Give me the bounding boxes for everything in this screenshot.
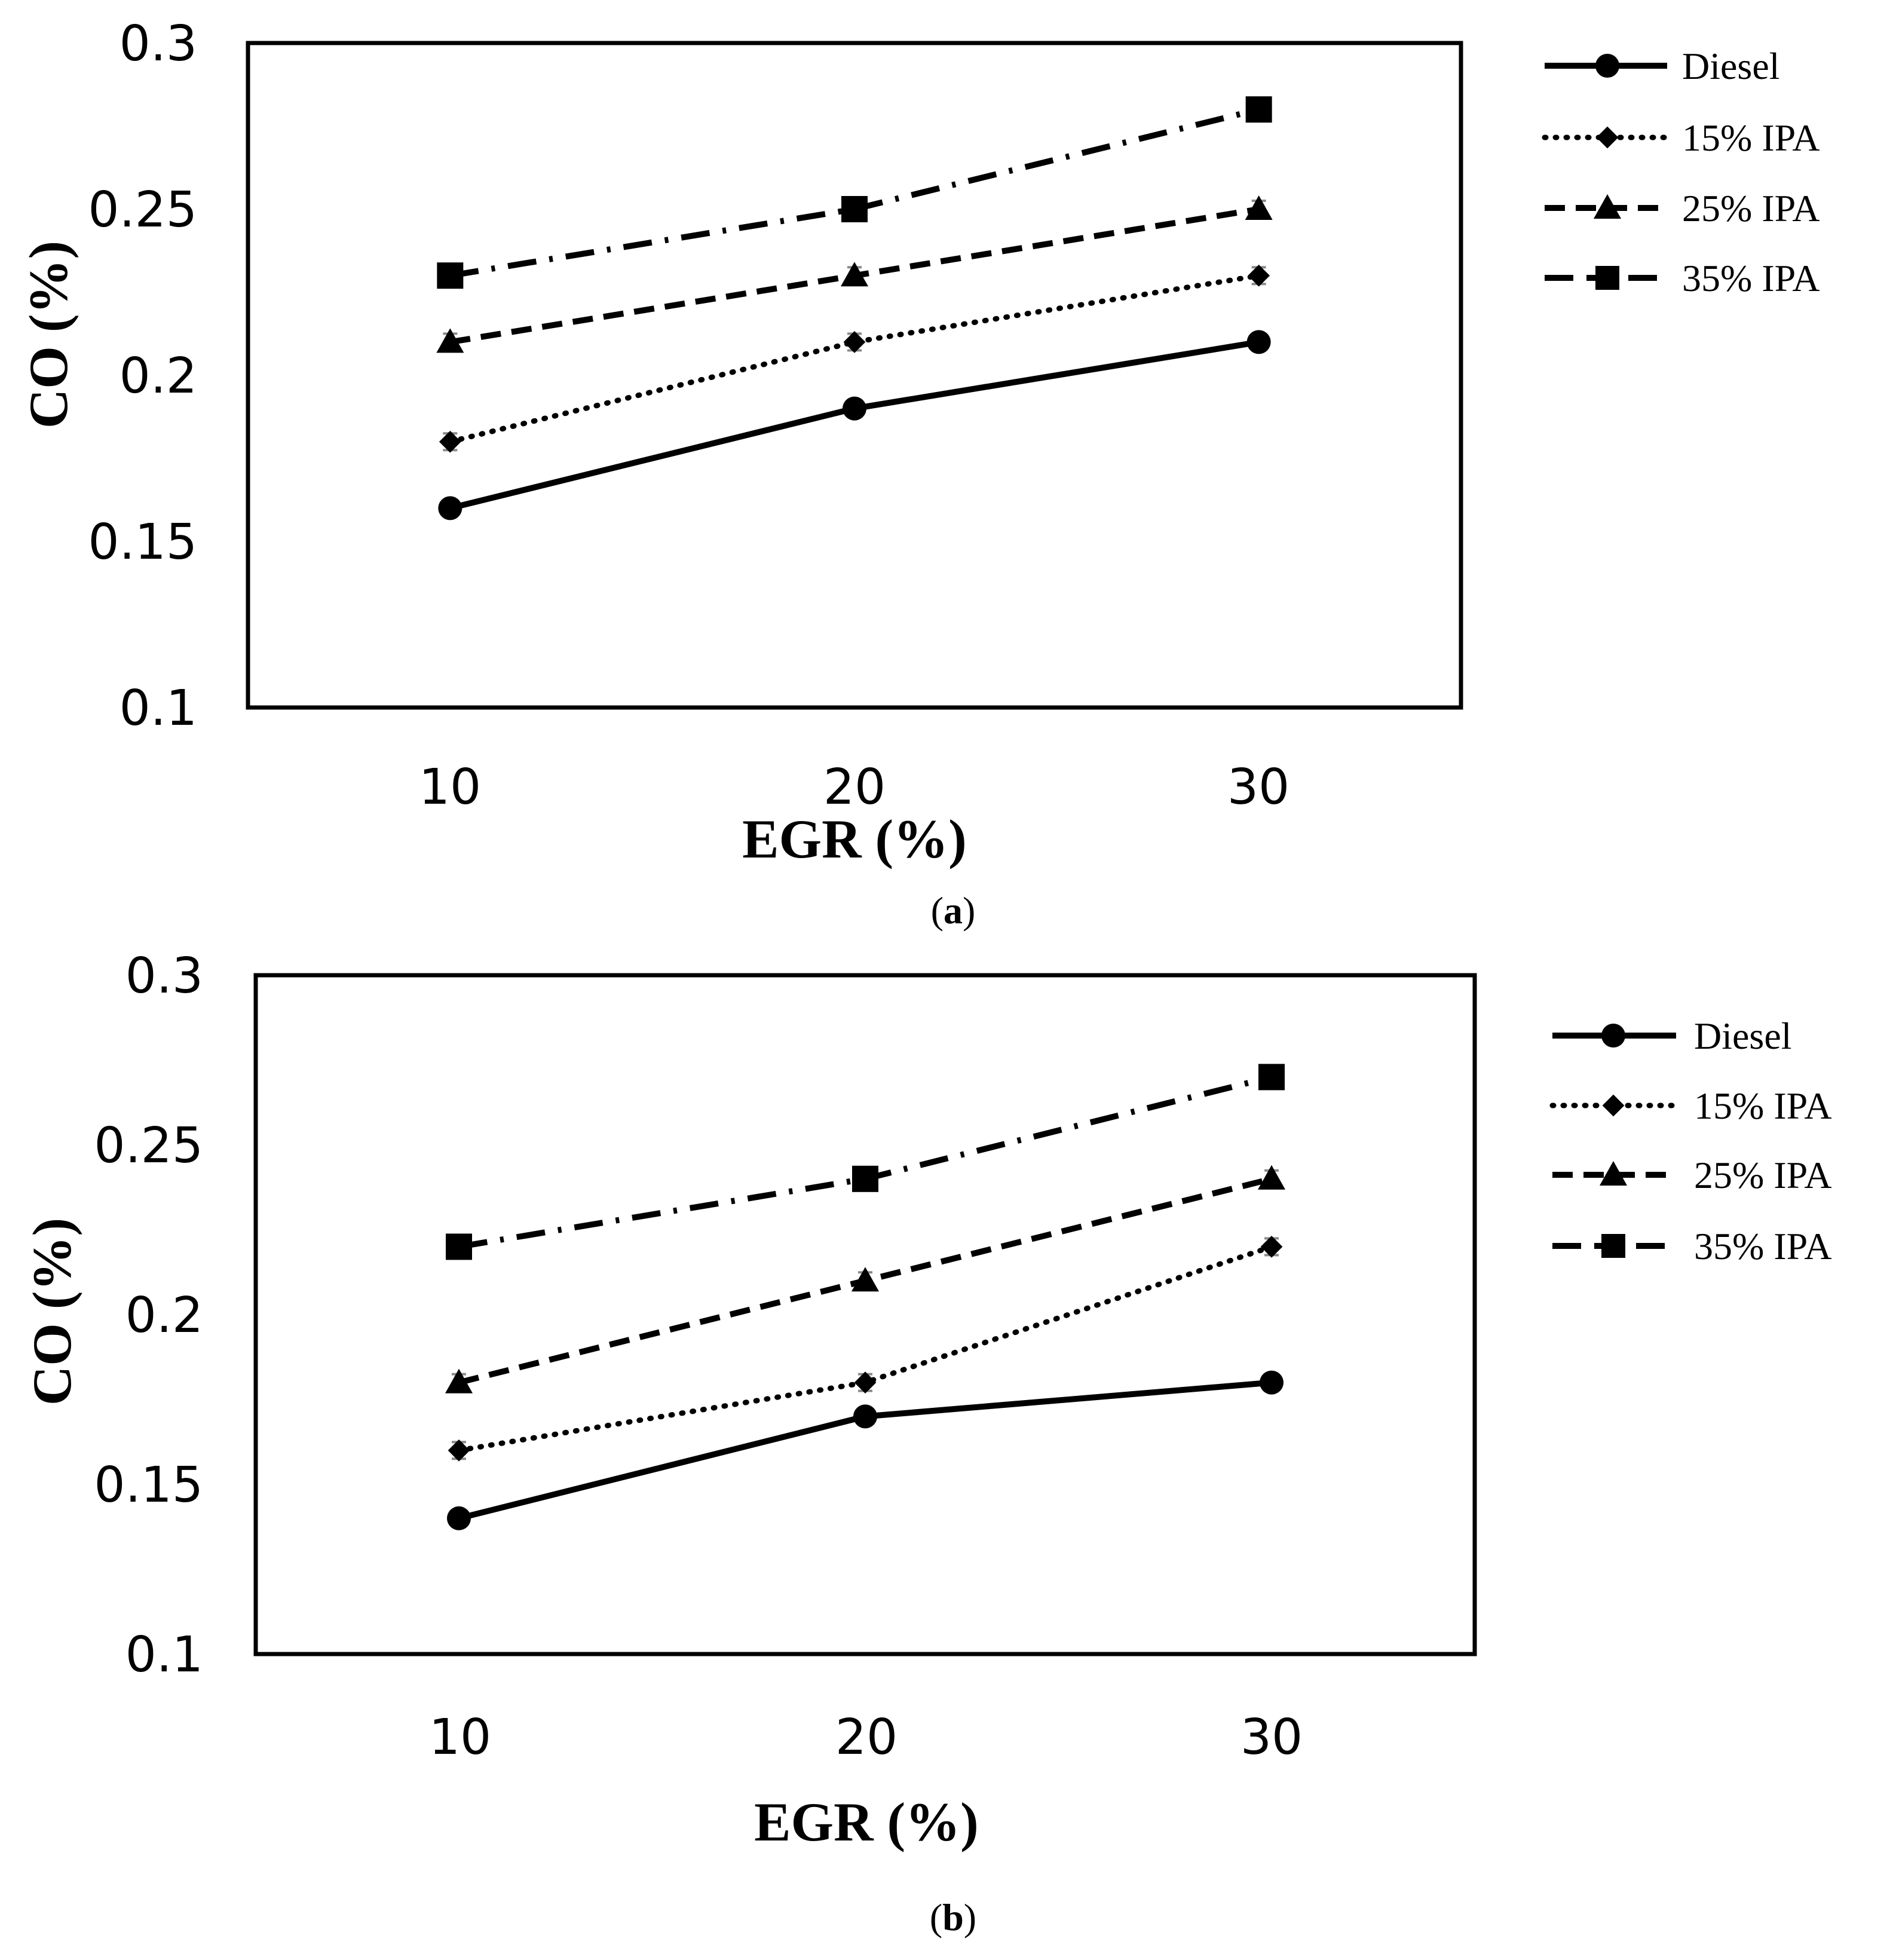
legend-label: Diesel <box>1682 45 1780 87</box>
data-point-triangle <box>436 328 464 353</box>
x-axis-title: EGR (%) <box>754 1791 979 1852</box>
y-tick-label: 0.1 <box>120 680 197 737</box>
y-axis-ticks: 0.1 0.15 0.2 0.25 0.3 <box>94 948 203 1683</box>
x-tick-label: 10 <box>419 759 481 816</box>
y-axis-title: CO (%) <box>22 1218 82 1405</box>
data-point-square <box>1258 1064 1285 1091</box>
legend-label: Diesel <box>1694 1015 1792 1057</box>
legend-marker-circle <box>1595 54 1619 78</box>
data-point-diamond <box>843 331 866 353</box>
data-point-triangle <box>1245 195 1273 220</box>
data-point-square <box>437 262 464 289</box>
legend-label: 15% IPA <box>1682 117 1820 159</box>
chart-panel-b: 0.1 0.15 0.2 0.25 0.3 10 20 30 EGR (%) C… <box>22 948 1832 1938</box>
series-line <box>449 106 1260 279</box>
y-tick-label: 0.2 <box>120 348 197 405</box>
y-tick-label: 0.15 <box>94 1457 203 1514</box>
series-15-ipa <box>439 264 1270 453</box>
data-point-diamond <box>1248 264 1270 287</box>
plot-frame <box>253 973 1477 1656</box>
x-tick-label: 30 <box>1227 759 1289 816</box>
series-layer <box>445 1064 1285 1530</box>
series-25-ipa <box>445 1165 1285 1394</box>
x-tick-label: 30 <box>1240 1709 1303 1766</box>
legend-item-15-ipa: 15% IPA <box>1542 117 1820 159</box>
data-point-circle <box>1246 330 1271 354</box>
data-point-diamond <box>448 1439 470 1462</box>
series-layer <box>436 96 1273 520</box>
legend-item-25-ipa: 25% IPA <box>1552 1154 1832 1196</box>
series-35-ipa <box>446 1064 1285 1260</box>
legend-item-diesel: Diesel <box>1545 45 1780 87</box>
data-point-square <box>841 196 868 222</box>
y-tick-label: 0.2 <box>125 1287 203 1344</box>
legend: Diesel 15% IPA 25% IPA 35% IPA <box>1549 1015 1832 1267</box>
legend: Diesel 15% IPA 25% IPA 35% IPA <box>1542 45 1820 299</box>
y-tick-label: 0.25 <box>94 1117 203 1174</box>
chart-panel-a: 0.1 0.15 0.2 0.25 0.3 10 20 30 EGR (%) C… <box>18 16 1820 932</box>
data-point-triangle <box>1258 1165 1285 1190</box>
legend-label: 25% IPA <box>1682 187 1820 229</box>
plot-frame <box>246 41 1463 710</box>
legend-label: 35% IPA <box>1682 257 1820 299</box>
panel-caption: (b) <box>930 1896 976 1938</box>
series-line <box>447 272 1262 445</box>
y-axis-ticks: 0.1 0.15 0.2 0.25 0.3 <box>88 16 197 737</box>
y-tick-label: 0.25 <box>88 182 197 238</box>
data-point-circle <box>853 1404 877 1429</box>
legend-marker-triangle <box>1594 194 1621 219</box>
data-point-circle <box>843 396 866 421</box>
legend-label: 25% IPA <box>1694 1154 1832 1196</box>
legend-marker-circle <box>1601 1024 1625 1048</box>
legend-item-25-ipa: 25% IPA <box>1545 187 1820 229</box>
x-axis-ticks: 10 20 30 <box>419 759 1289 816</box>
data-point-circle <box>1260 1370 1284 1395</box>
legend-label: 15% IPA <box>1694 1085 1832 1127</box>
series-diesel <box>438 330 1271 520</box>
y-axis-title: CO (%) <box>18 241 79 428</box>
legend-label: 35% IPA <box>1694 1225 1832 1267</box>
series-line <box>458 1074 1273 1250</box>
series-35-ipa <box>437 96 1272 289</box>
data-point-triangle <box>851 1267 879 1292</box>
legend-item-15-ipa: 15% IPA <box>1549 1085 1832 1127</box>
legend-marker-square <box>1601 1234 1625 1258</box>
panel-caption: (a) <box>931 889 976 932</box>
legend-marker-diamond <box>1602 1094 1625 1117</box>
data-point-circle <box>438 496 462 520</box>
legend-item-diesel: Diesel <box>1552 1015 1792 1057</box>
series-line <box>458 1379 1272 1521</box>
legend-marker-triangle <box>1600 1161 1627 1186</box>
legend-marker-diamond <box>1596 126 1619 149</box>
x-tick-label: 10 <box>429 1709 491 1766</box>
data-point-triangle <box>445 1368 473 1394</box>
data-point-diamond <box>854 1371 877 1394</box>
legend-item-35-ipa: 35% IPA <box>1552 1225 1832 1267</box>
y-tick-label: 0.3 <box>125 948 203 1004</box>
data-point-square <box>852 1165 878 1192</box>
x-axis-title: EGR (%) <box>742 808 967 869</box>
x-tick-label: 20 <box>823 759 886 816</box>
y-tick-label: 0.15 <box>88 514 197 571</box>
data-point-square <box>1245 96 1272 123</box>
data-point-diamond <box>1260 1236 1283 1258</box>
series-line <box>449 339 1260 512</box>
x-tick-label: 20 <box>835 1709 898 1766</box>
data-point-square <box>446 1233 472 1260</box>
data-point-circle <box>447 1506 471 1530</box>
y-tick-label: 0.3 <box>120 16 197 72</box>
series-15-ipa <box>448 1236 1283 1462</box>
y-tick-label: 0.1 <box>125 1627 203 1683</box>
x-axis-ticks: 10 20 30 <box>429 1709 1303 1766</box>
series-25-ipa <box>436 195 1273 353</box>
legend-marker-square <box>1595 266 1619 290</box>
series-diesel <box>447 1370 1284 1530</box>
data-point-triangle <box>841 262 868 287</box>
data-point-diamond <box>439 430 461 453</box>
legend-item-35-ipa: 35% IPA <box>1545 257 1820 299</box>
